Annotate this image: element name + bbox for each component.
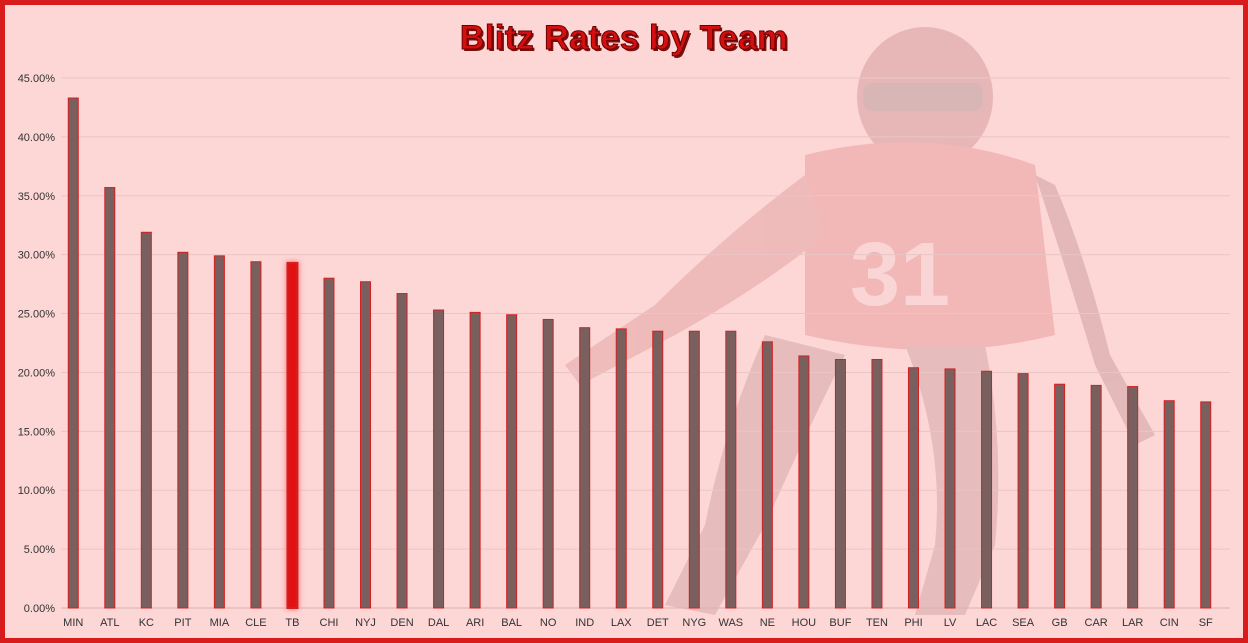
bar-hou [798, 355, 810, 609]
bar-det [652, 330, 664, 609]
y-axis-ticks: 0.00% 5.00% 10.00% 15.00% 20.00% 25.00% 30.00%… [18, 73, 56, 615]
bar-sf [1200, 401, 1212, 609]
bar-ari [469, 311, 481, 609]
x-tick-label: SF [1199, 617, 1213, 629]
bar-was [725, 330, 737, 609]
x-tick-label: CLE [245, 617, 266, 629]
bar-lax [615, 328, 627, 609]
y-tick-label: 15.00% [18, 426, 56, 438]
x-tick-label: ARI [466, 617, 484, 629]
bar-lv [944, 368, 956, 609]
y-tick-label: 10.00% [18, 485, 56, 497]
x-tick-label: HOU [792, 617, 817, 629]
x-tick-label: BUF [829, 617, 851, 629]
x-tick-label: DAL [428, 617, 449, 629]
x-tick-label: NE [760, 617, 775, 629]
x-tick-label: TEN [866, 617, 888, 629]
bar-buf [834, 358, 846, 609]
x-tick-label: LAR [1122, 617, 1143, 629]
bar-dal [433, 309, 445, 609]
bar-bal [506, 314, 518, 609]
x-tick-label: PHI [904, 617, 922, 629]
x-tick-label: LAX [611, 617, 632, 629]
bar-atl [104, 187, 116, 609]
x-tick-label: MIN [63, 617, 83, 629]
x-tick-label: NYG [682, 617, 706, 629]
bar-sea [1017, 373, 1029, 609]
bar-chi [323, 277, 335, 609]
x-tick-label: BAL [501, 617, 522, 629]
y-tick-label: 35.00% [18, 191, 56, 203]
bar-ne [761, 341, 773, 609]
bars [67, 97, 1212, 609]
x-tick-label: KC [139, 617, 154, 629]
x-tick-label: LAC [976, 617, 997, 629]
bar-den [396, 293, 408, 609]
svg-text:31: 31 [850, 225, 950, 325]
x-tick-label: NO [540, 617, 557, 629]
bar-chart: 0.00% 5.00% 10.00% 15.00% 20.00% 25.00% 30.00%… [18, 73, 1230, 629]
x-tick-label: CIN [1160, 617, 1179, 629]
bar-min [67, 97, 79, 609]
x-tick-label: MIA [210, 617, 230, 629]
y-tick-label: 40.00% [18, 132, 56, 144]
bar-lar [1127, 386, 1139, 609]
bar-nyj [360, 281, 372, 609]
chart-title: Blitz Rates by Team [459, 19, 789, 58]
bar-cle [250, 261, 262, 609]
bar-lac [981, 370, 993, 609]
x-tick-label: NYJ [355, 617, 376, 629]
x-tick-label: DEN [390, 617, 413, 629]
bar-phi [907, 367, 919, 609]
y-tick-label: 5.00% [24, 544, 55, 556]
y-tick-label: 30.00% [18, 250, 56, 262]
x-tick-label: PIT [174, 617, 191, 629]
bar-nyg [688, 330, 700, 609]
bar-car [1090, 384, 1102, 609]
bar-cin [1163, 400, 1175, 609]
x-tick-label: SEA [1012, 617, 1035, 629]
x-tick-label: CAR [1085, 617, 1108, 629]
x-tick-label: TB [285, 617, 299, 629]
y-tick-label: 0.00% [24, 603, 55, 615]
bar-no [542, 318, 554, 609]
x-tick-label: IND [575, 617, 594, 629]
x-tick-label: LV [944, 617, 957, 629]
x-tick-label: GB [1052, 617, 1068, 629]
bar-mia [213, 255, 225, 609]
y-tick-label: 45.00% [18, 73, 56, 85]
x-tick-label: ATL [100, 617, 119, 629]
x-tick-label: CHI [320, 617, 339, 629]
x-tick-label: WAS [719, 617, 744, 629]
bar-pit [177, 251, 189, 609]
x-tick-label: DET [647, 617, 669, 629]
bar-ind [579, 327, 591, 609]
x-axis-labels: MIN ATL KC PIT MIA CLE TB CHI NYJ DEN DAL ARI BAL NO I… [63, 617, 1213, 629]
bar-kc [140, 231, 152, 609]
bar-tb [286, 261, 299, 609]
bar-ten [871, 358, 883, 609]
y-tick-label: 20.00% [18, 367, 56, 379]
y-tick-label: 25.00% [18, 309, 56, 321]
bar-gb [1054, 383, 1066, 609]
